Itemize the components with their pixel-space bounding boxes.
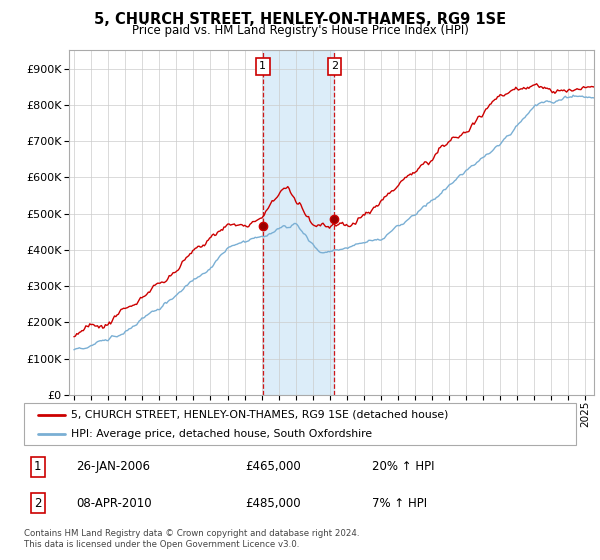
Text: Price paid vs. HM Land Registry's House Price Index (HPI): Price paid vs. HM Land Registry's House …	[131, 24, 469, 38]
Text: 2: 2	[34, 497, 41, 510]
Text: HPI: Average price, detached house, South Oxfordshire: HPI: Average price, detached house, Sout…	[71, 429, 372, 439]
Text: 7% ↑ HPI: 7% ↑ HPI	[372, 497, 427, 510]
Bar	[263, 50, 334, 395]
Text: 5, CHURCH STREET, HENLEY-ON-THAMES, RG9 1SE: 5, CHURCH STREET, HENLEY-ON-THAMES, RG9 …	[94, 12, 506, 27]
Text: 2: 2	[331, 61, 338, 71]
Text: Contains HM Land Registry data © Crown copyright and database right 2024.
This d: Contains HM Land Registry data © Crown c…	[24, 529, 359, 549]
Text: 08-APR-2010: 08-APR-2010	[76, 497, 152, 510]
FancyBboxPatch shape	[24, 403, 576, 445]
Text: 5, CHURCH STREET, HENLEY-ON-THAMES, RG9 1SE (detached house): 5, CHURCH STREET, HENLEY-ON-THAMES, RG9 …	[71, 409, 448, 419]
Text: 20% ↑ HPI: 20% ↑ HPI	[372, 460, 434, 473]
Text: 26-JAN-2006: 26-JAN-2006	[76, 460, 151, 473]
Text: £485,000: £485,000	[245, 497, 301, 510]
Text: 1: 1	[259, 61, 266, 71]
Text: £465,000: £465,000	[245, 460, 301, 473]
Text: 1: 1	[34, 460, 41, 473]
